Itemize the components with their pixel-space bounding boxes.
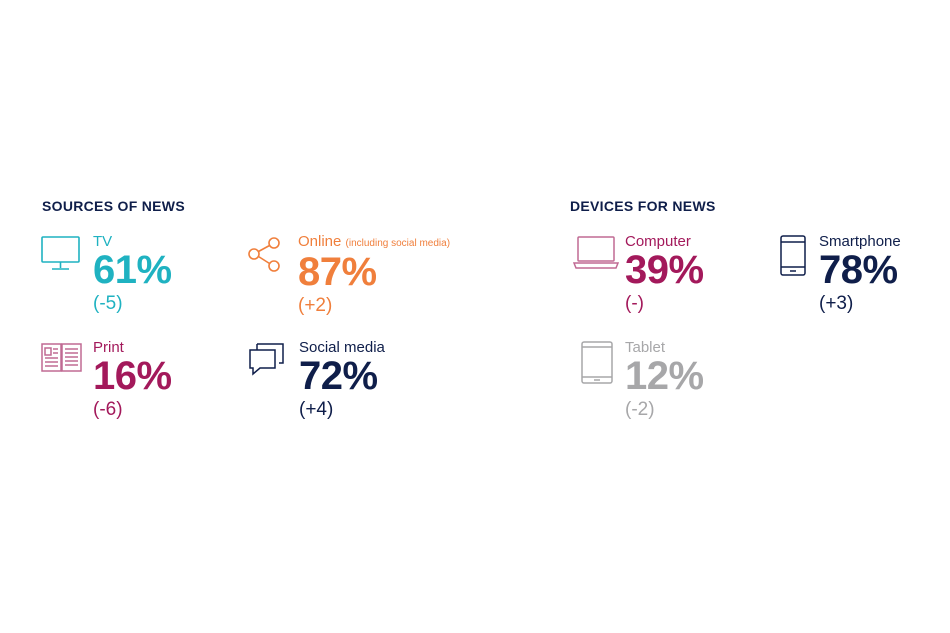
chat-bubbles-icon (247, 341, 287, 379)
computer-change: (-) (625, 293, 644, 314)
tablet-change: (-2) (625, 399, 655, 420)
social-media-value: 72% (299, 354, 378, 398)
newspaper-icon (41, 341, 83, 375)
tablet-icon (573, 341, 619, 385)
smartphone-value: 78% (819, 248, 898, 292)
tv-icon (41, 235, 81, 275)
tv-value: 61% (93, 248, 172, 292)
online-label-line: Online (including social media) (298, 233, 450, 253)
print-label: Print (93, 339, 124, 356)
tablet-label: Tablet (625, 339, 666, 356)
smartphone-label: Smartphone (819, 233, 901, 250)
smartphone-icon (767, 235, 807, 277)
tv-label: TV (93, 233, 113, 250)
laptop-icon (573, 235, 619, 271)
smartphone-change: (+3) (819, 293, 854, 314)
tablet-value: 12% (625, 354, 704, 398)
computer-label: Computer (625, 233, 691, 250)
social-media-label: Social media (299, 339, 385, 356)
tv-change: (-5) (93, 293, 123, 314)
print-value: 16% (93, 354, 172, 398)
devices-title: DEVICES FOR NEWS (570, 198, 716, 214)
computer-value: 39% (625, 248, 704, 292)
sources-title: SOURCES OF NEWS (42, 198, 185, 214)
share-icon (246, 235, 286, 275)
online-change: (+2) (298, 295, 333, 316)
online-note: (including social media) (345, 238, 451, 249)
online-label: Online (298, 233, 342, 250)
print-change: (-6) (93, 399, 123, 420)
online-value: 87% (298, 250, 377, 294)
social-media-change: (+4) (299, 399, 334, 420)
